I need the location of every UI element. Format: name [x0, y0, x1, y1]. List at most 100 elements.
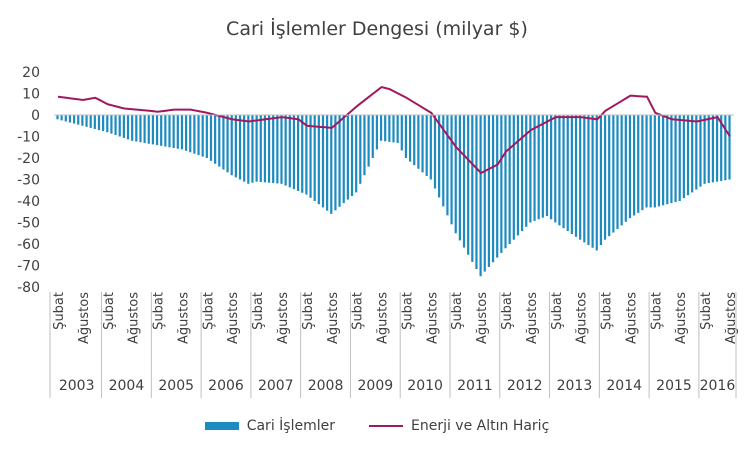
bar-series-cari-islemler — [56, 115, 731, 277]
bar-cari-islemler — [342, 115, 345, 204]
bar-cari-islemler — [114, 115, 117, 136]
bar-cari-islemler — [122, 115, 125, 138]
year-label: 2015 — [656, 378, 692, 394]
line-enerji-altin-haric — [57, 85, 731, 175]
x-tick-label: Ağustos — [674, 292, 689, 344]
x-tick-label: Şubat — [500, 292, 515, 330]
bar-cari-islemler — [674, 115, 677, 203]
bar-cari-islemler — [628, 115, 632, 219]
bar-cari-islemler — [371, 115, 374, 158]
year-label: 2005 — [158, 378, 194, 394]
x-tick-label: Ağustos — [226, 292, 241, 344]
x-tick-label: Şubat — [201, 292, 216, 330]
bar-cari-islemler — [595, 115, 598, 251]
x-tick-label: Şubat — [600, 292, 615, 330]
bar-cari-islemler — [404, 115, 408, 158]
year-label: 2016 — [700, 378, 736, 394]
bar-cari-islemler — [520, 115, 524, 232]
bar-cari-islemler — [479, 115, 482, 277]
bar-cari-islemler — [421, 115, 424, 173]
x-tick-label: Ağustos — [724, 292, 739, 344]
bar-cari-islemler — [267, 115, 271, 183]
chart-title: Cari İşlemler Dengesi (milyar $) — [226, 18, 528, 40]
bar-cari-islemler — [653, 115, 656, 208]
year-label: 2012 — [507, 378, 543, 394]
bar-cari-islemler — [85, 115, 88, 127]
bar-cari-islemler — [491, 115, 495, 263]
bar-cari-islemler — [529, 115, 532, 223]
bar-cari-islemler — [583, 115, 586, 243]
legend-label-enerji-altin-haric: Enerji ve Altın Hariç — [410, 418, 550, 434]
bar-cari-islemler — [637, 115, 640, 213]
bar-cari-islemler — [657, 115, 661, 207]
x-tick-label: Ağustos — [575, 292, 590, 344]
x-tick-label: Şubat — [52, 292, 67, 330]
bar-cari-islemler — [541, 115, 544, 218]
bar-cari-islemler — [699, 115, 702, 187]
bar-cari-islemler — [288, 115, 291, 188]
year-label: 2003 — [59, 378, 95, 394]
x-tick-label: Şubat — [301, 292, 316, 330]
bar-cari-islemler — [678, 115, 681, 201]
bar-cari-islemler — [184, 115, 188, 151]
bar-cari-islemler — [724, 115, 727, 181]
y-tick-label: -70 — [17, 259, 40, 275]
bar-cari-islemler — [715, 115, 719, 182]
bar-cari-islemler — [238, 115, 242, 180]
x-tick-label: Ağustos — [127, 292, 142, 344]
bar-cari-islemler — [93, 115, 96, 129]
y-tick-label: 0 — [31, 108, 40, 124]
y-tick-label: 10 — [22, 87, 40, 103]
bar-cari-islemler — [645, 115, 648, 208]
bar-cari-islemler — [346, 115, 349, 200]
bar-cari-islemler — [620, 115, 623, 226]
bar-cari-islemler — [408, 115, 412, 162]
bar-cari-islemler — [247, 115, 250, 184]
year-label: 2010 — [407, 378, 443, 394]
bar-cari-islemler — [442, 115, 445, 207]
bar-cari-islemler — [226, 115, 229, 173]
bar-cari-islemler — [139, 115, 142, 143]
bar-cari-islemler — [533, 115, 536, 221]
bar-cari-islemler — [446, 115, 449, 216]
bar-cari-islemler — [305, 115, 308, 195]
legend: Cari İşlemler Enerji ve Altın Hariç — [0, 414, 754, 438]
bar-cari-islemler — [641, 115, 644, 211]
bar-cari-islemler — [180, 115, 184, 150]
bar-cari-islemler — [512, 115, 515, 240]
bar-cari-islemler — [550, 115, 553, 220]
bar-cari-islemler — [359, 115, 362, 184]
bar-cari-islemler — [471, 115, 474, 262]
bar-cari-islemler — [467, 115, 470, 255]
bar-cari-islemler — [462, 115, 466, 248]
bar-cari-islemler — [292, 115, 296, 190]
legend-item-cari-islemler: Cari İşlemler — [204, 418, 335, 434]
bar-cari-islemler — [355, 115, 358, 193]
x-tick-label: Şubat — [351, 292, 366, 330]
legend-label-cari-islemler: Cari İşlemler — [246, 418, 335, 434]
bar-cari-islemler — [155, 115, 159, 146]
bar-cari-islemler — [81, 115, 84, 126]
bar-cari-islemler — [338, 115, 341, 207]
bar-cari-islemler — [363, 115, 366, 176]
y-tick-label: -30 — [17, 173, 40, 189]
year-label: 2007 — [258, 378, 294, 394]
bar-cari-islemler — [525, 115, 528, 227]
x-tick-label: Şubat — [400, 292, 415, 330]
bar-cari-islemler — [558, 115, 561, 226]
bar-cari-islemler — [334, 115, 337, 211]
bar-cari-islemler — [433, 115, 437, 189]
bar-cari-islemler — [193, 115, 196, 154]
x-tick-label: Ağustos — [425, 292, 440, 344]
y-tick-label: -80 — [17, 280, 40, 296]
x-tick-label: Ağustos — [525, 292, 540, 344]
bar-cari-islemler — [603, 115, 607, 240]
bar-cari-islemler — [500, 115, 503, 253]
year-label: 2006 — [208, 378, 244, 394]
bar-cari-islemler — [72, 115, 76, 124]
bar-cari-islemler — [375, 115, 379, 150]
bar-cari-islemler — [703, 115, 706, 184]
bar-cari-islemler — [624, 115, 627, 222]
bar-cari-islemler — [255, 115, 258, 182]
bar-cari-islemler — [413, 115, 416, 166]
